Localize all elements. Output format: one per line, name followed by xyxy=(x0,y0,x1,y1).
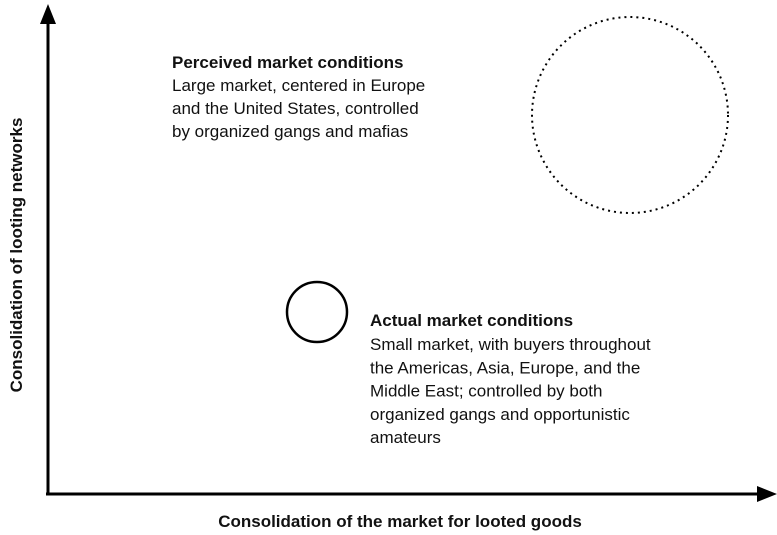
perceived-line: Large market, centered in Europe xyxy=(172,76,425,95)
actual-title: Actual market conditions xyxy=(370,311,573,330)
perceived-line: by organized gangs and mafias xyxy=(172,122,408,141)
actual-circle xyxy=(285,280,349,344)
perceived-circle xyxy=(531,16,729,214)
actual-line: Small market, with buyers throughout xyxy=(370,335,651,354)
actual-line: the Americas, Asia, Europe, and the xyxy=(370,358,640,377)
actual-line: organized gangs and opportunistic xyxy=(370,405,630,424)
actual-line: amateurs xyxy=(370,428,441,447)
x-arrow xyxy=(757,486,777,502)
perceived-title: Perceived market conditions xyxy=(172,53,403,72)
y-arrow xyxy=(40,4,56,24)
perceived-line: and the United States, controlled xyxy=(172,99,419,118)
y-axis-label: Consolidation of looting networks xyxy=(7,118,26,393)
x-axis-label: Consolidation of the market for looted g… xyxy=(218,512,582,531)
actual-line: Middle East; controlled by both xyxy=(370,382,602,401)
